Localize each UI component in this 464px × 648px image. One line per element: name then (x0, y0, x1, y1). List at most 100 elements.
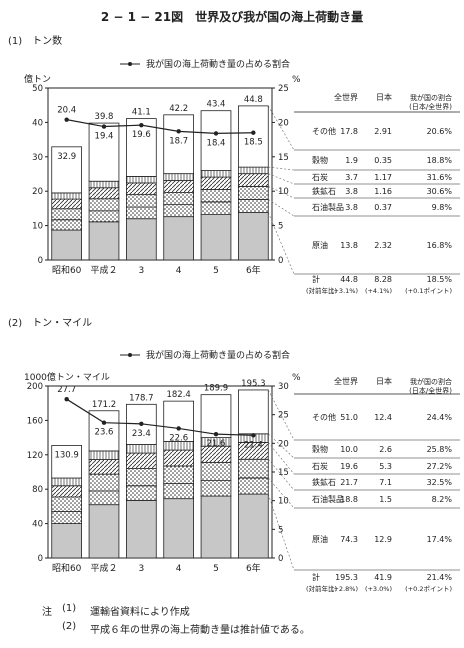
table-world-3: 21.7 (340, 478, 358, 487)
bar-segment-原油-0 (51, 523, 83, 559)
bar-segment-石炭-2 (126, 452, 157, 469)
y-tick-label-200: 200 (27, 382, 43, 392)
table-share-4: 8.2% (432, 495, 453, 504)
y-tick-label-20: 20 (32, 187, 43, 197)
table-world-2: 19.6 (340, 462, 358, 471)
panel-label: (2) トン・マイル (8, 318, 92, 329)
table-world-0: 17.8 (340, 127, 358, 136)
y2-axis-title: % (292, 373, 301, 383)
table-total-japan: 8.28 (374, 275, 392, 284)
table-growth-share: (+0.2ポイント) (405, 585, 452, 593)
y2-tick-label-30: 30 (278, 382, 289, 392)
bar-segment-石油製品-2 (126, 206, 157, 220)
table-japan-0: 2.91 (374, 127, 392, 136)
bar-segment-穀物-2 (126, 176, 157, 184)
table-header-0-0: 全世界 (334, 376, 358, 386)
x-tick-label-4: 5 (213, 266, 219, 276)
y2-tick-label-25: 25 (278, 411, 289, 421)
x-tick-label-0: 昭和60 (52, 265, 82, 276)
table-world-4: 3.8 (345, 203, 358, 212)
x-tick-label-1: 平成２ (90, 562, 117, 574)
bar-segment-石炭-3 (163, 449, 195, 467)
bar-segment-鉄鉱石-2 (126, 194, 157, 208)
line-label-5: 18.5 (244, 138, 263, 148)
y-tick-label-80: 80 (32, 485, 43, 495)
table-share-0: 24.4% (427, 413, 453, 422)
bar-segment-穀物-4 (200, 170, 232, 178)
table-header-1-0: 日本 (376, 376, 392, 386)
table-japan-1: 2.6 (379, 445, 392, 454)
table-growth-share: (+0.1ポイント) (405, 287, 452, 295)
leader-line-1 (268, 433, 295, 459)
x-tick-label-3: 4 (176, 266, 182, 276)
table-total-world: 195.3 (335, 573, 358, 582)
bar-segment-鉄鉱石-3 (163, 465, 195, 485)
bar-segment-原油-1 (88, 221, 120, 261)
table-total-share: 21.4% (427, 573, 453, 582)
table-total-label: 計 (312, 572, 320, 582)
bar-segment-穀物-1 (88, 180, 120, 189)
table-total-share: 18.5% (427, 275, 453, 284)
legend-marker (128, 353, 132, 357)
y-tick-label-40: 40 (32, 520, 43, 530)
bar-segment-原油-4 (200, 495, 232, 559)
legend-label: 我が国の海上荷動き量の占める割合 (146, 58, 290, 70)
bar-segment-原油-3 (163, 216, 195, 261)
total-label-5: 44.8 (244, 95, 263, 105)
table-header-2-0: 我が国の割合 (410, 377, 452, 386)
bar-segment-その他-3 (163, 114, 195, 175)
y2-tick-label-5: 5 (278, 525, 283, 535)
table-share-5: 17.4% (427, 535, 453, 544)
line-label-3: 22.6 (169, 433, 188, 443)
table-share-2: 31.6% (427, 173, 453, 182)
table-row-label-3: 鉄鉱石 (312, 477, 336, 487)
bar-segment-その他-0 (51, 445, 83, 479)
x-tick-label-2: 3 (138, 266, 144, 276)
table-share-3: 30.6% (427, 187, 453, 196)
table-header-2-1: (日本/全世界) (409, 102, 452, 111)
y2-tick-label-0: 0 (278, 256, 283, 266)
table-row-label-1: 穀物 (312, 155, 328, 165)
bar-segment-原油-5 (237, 493, 269, 559)
table-share-4: 9.8% (432, 203, 453, 212)
bar-segment-石炭-2 (126, 182, 157, 196)
bar-segment-原油-0 (51, 229, 83, 261)
table-japan-4: 1.5 (379, 495, 392, 504)
y2-tick-label-20: 20 (278, 439, 289, 449)
y-tick-label-50: 50 (32, 84, 43, 94)
leader-line-3 (268, 186, 295, 199)
table-world-2: 3.7 (345, 173, 358, 182)
bar-segment-その他-4 (200, 110, 232, 171)
table-growth-japan: (+3.0%) (365, 585, 392, 593)
leader-line-2 (268, 442, 295, 475)
x-tick-label-2: 3 (138, 564, 144, 574)
bar-segment-その他-5 (237, 105, 269, 168)
bar-segment-石油製品-4 (200, 480, 232, 497)
bar-segment-石油製品-3 (163, 483, 195, 500)
table-header-2-1: (日本/全世界) (409, 386, 452, 395)
y-tick-label-30: 30 (32, 153, 43, 163)
total-label-4: 189.9 (204, 384, 228, 394)
bar-segment-石油製品-1 (88, 490, 120, 506)
bar-segment-鉄鉱石-1 (88, 198, 120, 212)
table-japan-3: 1.16 (374, 187, 392, 196)
bar-segment-鉄鉱石-5 (237, 185, 269, 200)
table-row-label-5: 原油 (312, 240, 328, 250)
table-row-label-2: 石炭 (312, 173, 328, 182)
bar-segment-穀物-5 (237, 166, 269, 175)
y2-axis-title: % (292, 75, 301, 85)
table-row-label-5: 原油 (312, 534, 328, 544)
line-label-1: 23.6 (95, 428, 114, 438)
bar-segment-穀物-2 (126, 444, 157, 454)
line-label-2: 19.6 (132, 130, 151, 140)
y-tick-label-160: 160 (27, 416, 43, 426)
bar-segment-石油製品-1 (88, 210, 120, 223)
leader-line-4 (268, 199, 295, 217)
table-total-label: 計 (312, 274, 320, 284)
bar-segment-石油製品-0 (51, 219, 83, 231)
x-tick-label-0: 昭和60 (52, 563, 82, 574)
y-tick-label-120: 120 (27, 451, 43, 461)
table-header-2-0: 我が国の割合 (410, 93, 452, 102)
bar-segment-その他-3 (163, 400, 195, 442)
bar-segment-原油-3 (163, 498, 195, 559)
